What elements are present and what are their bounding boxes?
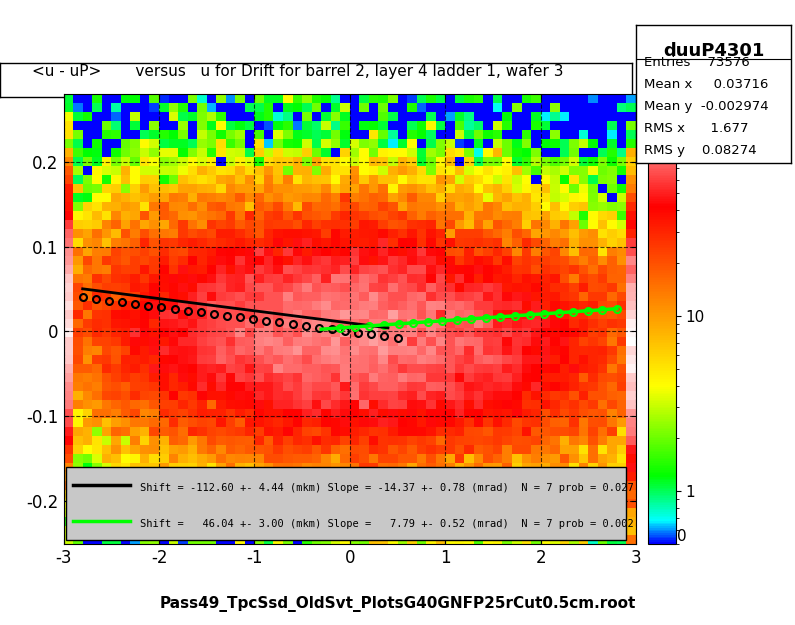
Text: Entries    73576: Entries 73576: [644, 56, 750, 69]
Bar: [65, 468, 626, 539]
Text: RMS y    0.08274: RMS y 0.08274: [644, 144, 756, 157]
Text: RMS x      1.677: RMS x 1.677: [644, 122, 748, 135]
Text: Shift = -112.60 +- 4.44 (mkm) Slope = -14.37 +- 0.78 (mrad)  N = 7 prob = 0.027: Shift = -112.60 +- 4.44 (mkm) Slope = -1…: [140, 482, 634, 492]
Text: 0: 0: [677, 529, 687, 544]
Text: Mean y  -0.002974: Mean y -0.002974: [644, 100, 769, 113]
Text: duuP4301: duuP4301: [663, 41, 764, 59]
Text: <u - uP>       versus   u for Drift for barrel 2, layer 4 ladder 1, wafer 3: <u - uP> versus u for Drift for barrel 2…: [32, 64, 564, 79]
Text: Mean x     0.03716: Mean x 0.03716: [644, 78, 768, 91]
Text: Shift =   46.04 +- 3.00 (mkm) Slope =   7.79 +- 0.52 (mrad)  N = 7 prob = 0.002: Shift = 46.04 +- 3.00 (mkm) Slope = 7.79…: [140, 519, 634, 529]
Text: Pass49_TpcSsd_OldSvt_PlotsG40GNFP25rCut0.5cm.root: Pass49_TpcSsd_OldSvt_PlotsG40GNFP25rCut0…: [159, 596, 636, 612]
